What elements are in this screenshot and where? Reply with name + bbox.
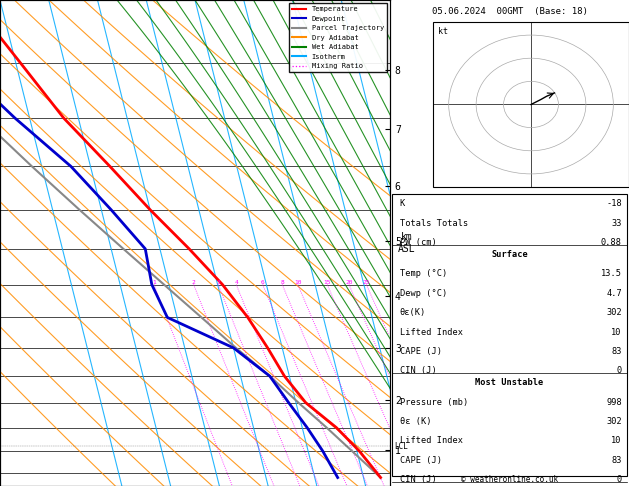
Text: 13.5: 13.5 — [601, 269, 622, 278]
Text: 10: 10 — [294, 279, 301, 285]
Text: Lifted Index: Lifted Index — [399, 436, 462, 446]
Text: CIN (J): CIN (J) — [399, 475, 437, 485]
Text: 15: 15 — [323, 279, 331, 285]
Text: 3: 3 — [216, 279, 220, 285]
Text: Surface: Surface — [491, 250, 528, 259]
Text: 83: 83 — [611, 456, 622, 465]
Text: 4.7: 4.7 — [606, 289, 622, 298]
Text: Totals Totals: Totals Totals — [399, 219, 468, 228]
Text: -18: -18 — [606, 199, 622, 208]
Text: Dewp (°C): Dewp (°C) — [399, 289, 447, 298]
Text: kt: kt — [438, 27, 448, 36]
Text: 83: 83 — [611, 347, 622, 356]
Text: 8: 8 — [281, 279, 284, 285]
Text: 1: 1 — [152, 279, 156, 285]
Legend: Temperature, Dewpoint, Parcel Trajectory, Dry Adiabat, Wet Adiabat, Isotherm, Mi: Temperature, Dewpoint, Parcel Trajectory… — [289, 3, 387, 72]
Text: 302: 302 — [606, 417, 622, 426]
Text: Temp (°C): Temp (°C) — [399, 269, 447, 278]
Bar — [433, 22, 629, 187]
Text: Most Unstable: Most Unstable — [476, 378, 543, 387]
Text: 20: 20 — [345, 279, 353, 285]
Text: 10: 10 — [611, 328, 622, 337]
Text: 302: 302 — [606, 308, 622, 317]
Text: 33: 33 — [611, 219, 622, 228]
Text: 10: 10 — [611, 436, 622, 446]
Text: LCL: LCL — [394, 442, 408, 451]
Bar — [392, 194, 626, 476]
Text: θε (K): θε (K) — [399, 417, 431, 426]
Text: © weatheronline.co.uk: © weatheronline.co.uk — [461, 474, 558, 484]
Text: 05.06.2024  00GMT  (Base: 18): 05.06.2024 00GMT (Base: 18) — [431, 7, 587, 17]
Text: 2: 2 — [192, 279, 196, 285]
Text: 0: 0 — [616, 366, 622, 376]
Text: 4: 4 — [235, 279, 238, 285]
Text: 0.88: 0.88 — [601, 238, 622, 247]
Text: Pressure (mb): Pressure (mb) — [399, 398, 468, 407]
Text: 25: 25 — [362, 279, 370, 285]
Text: 0: 0 — [616, 475, 622, 485]
Text: CAPE (J): CAPE (J) — [399, 456, 442, 465]
Text: Lifted Index: Lifted Index — [399, 328, 462, 337]
Text: CAPE (J): CAPE (J) — [399, 347, 442, 356]
Y-axis label: km
ASL: km ASL — [398, 232, 415, 254]
Text: PW (cm): PW (cm) — [399, 238, 437, 247]
Text: CIN (J): CIN (J) — [399, 366, 437, 376]
Text: 6: 6 — [261, 279, 265, 285]
Text: θε(K): θε(K) — [399, 308, 426, 317]
Text: K: K — [399, 199, 405, 208]
Text: 998: 998 — [606, 398, 622, 407]
